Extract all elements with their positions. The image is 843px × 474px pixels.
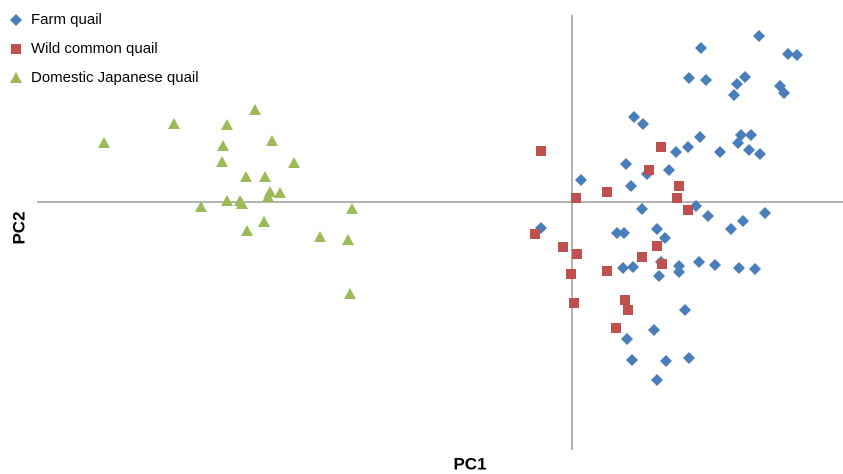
data-point [743,144,755,156]
legend-label: Farm quail [31,11,102,28]
data-point [759,207,771,219]
data-point [663,164,675,176]
data-point [627,261,639,273]
data-point [620,158,632,170]
data-point [571,193,581,203]
data-point [648,324,660,336]
data-point [656,142,666,152]
data-point [558,242,568,252]
data-point [674,181,684,191]
data-point [749,263,761,275]
data-point [737,215,749,227]
data-point [745,129,757,141]
data-point [195,201,207,212]
data-point [683,352,695,364]
data-point [728,89,740,101]
data-point [682,141,694,153]
data-point [342,234,354,245]
data-point [346,203,358,214]
data-point [714,146,726,158]
data-point [709,259,721,271]
data-point [262,191,274,202]
data-point [626,354,638,366]
data-point [628,111,640,123]
data-point [217,140,229,151]
data-point [778,87,790,99]
data-point [240,171,252,182]
data-point [314,231,326,242]
data-point [754,148,766,160]
data-point [644,165,654,175]
data-point [221,119,233,130]
data-point [651,374,663,386]
data-point [695,42,707,54]
legend-marker [10,72,22,83]
data-point [216,156,228,167]
data-point [660,355,672,367]
data-point [236,198,248,209]
data-point [566,269,576,279]
data-point [259,171,271,182]
data-point [683,205,693,215]
data-point [683,72,695,84]
data-point [791,49,803,61]
data-point [652,241,662,251]
data-point [657,259,667,269]
legend-label: Wild common quail [31,40,158,57]
data-point [673,266,685,278]
legend-marker [11,44,21,54]
legend-marker [10,14,22,26]
data-point [679,304,691,316]
data-point [693,256,705,268]
data-point [725,223,737,235]
data-point [637,252,647,262]
data-point [274,187,286,198]
data-point [572,249,582,259]
data-point [625,180,637,192]
data-point [530,229,540,239]
data-point [288,157,300,168]
data-point [602,187,612,197]
data-point [617,262,629,274]
data-point [637,118,649,130]
x-axis-label: PC1 [453,454,486,473]
data-point [620,295,630,305]
data-point [221,195,233,206]
data-point [670,146,682,158]
data-point [700,74,712,86]
data-point [168,118,180,129]
data-point [618,227,630,239]
data-point [249,104,261,115]
data-point [611,323,621,333]
data-point [651,223,663,235]
data-point [623,305,633,315]
data-point [569,298,579,308]
data-point [266,135,278,146]
data-point [782,48,794,60]
data-point [694,131,706,143]
data-point [753,30,765,42]
data-point [733,262,745,274]
data-point [536,146,546,156]
data-point [732,137,744,149]
data-point [575,174,587,186]
y-axis-label: PC2 [9,211,28,244]
data-point [611,227,623,239]
legend-label: Domestic Japanese quail [31,69,199,86]
data-point [241,225,253,236]
data-point [653,270,665,282]
data-point [672,193,682,203]
data-point [636,203,648,215]
data-point [98,137,110,148]
data-point [739,71,751,83]
data-point [258,216,270,227]
data-point [602,266,612,276]
data-point [702,210,714,222]
data-point [621,333,633,345]
data-point [344,288,356,299]
data-point [731,78,743,90]
